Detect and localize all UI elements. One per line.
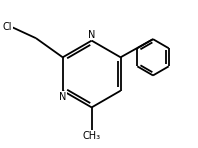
Text: N: N [88, 30, 95, 40]
Text: N: N [59, 92, 66, 102]
Text: Cl: Cl [3, 22, 12, 32]
Text: CH₃: CH₃ [83, 131, 101, 141]
